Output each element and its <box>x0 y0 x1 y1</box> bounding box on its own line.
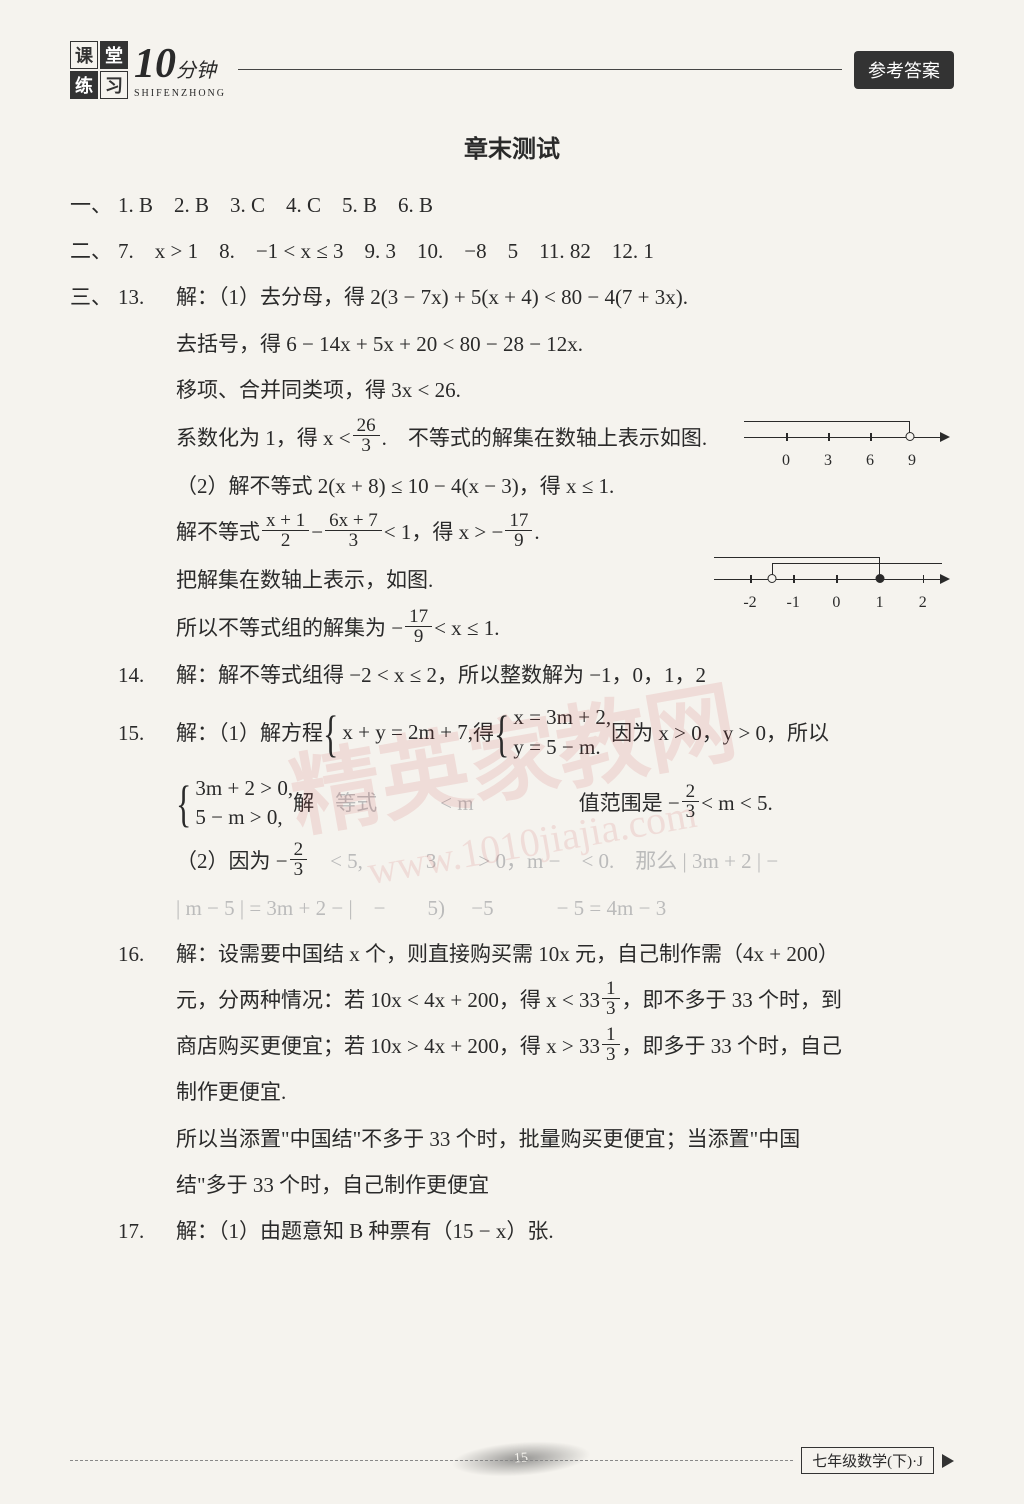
frac-1-3a: 13 <box>602 979 620 1018</box>
sec-2-answers: 7. x > 1 8. −1 < x ≤ 3 9. 3 10. −8 5 11.… <box>118 228 654 274</box>
q13-l6: 解不等式 x + 12 − 6x + 73 < 1，得 x > − 179 . <box>176 509 954 555</box>
q16-l1: 解：设需要中国结 x 个，则直接购买需 10x 元，自己制作需（4x + 200… <box>176 931 839 977</box>
q17: 17. 解：（1）由题意知 B 种票有（15 − x）张. <box>118 1208 954 1254</box>
frac-x1-2: x + 12 <box>262 511 309 550</box>
q15-l3obs: < 5, 3 > 0，m − < 0. 那么 | 3m + 2 | − <box>309 838 778 884</box>
q13: 三、 13. 解：（1）去分母，得 2(3 − 7x) + 5(x + 4) <… <box>70 274 954 320</box>
q16-l3: 商店购买更便宜；若 10x > 4x + 200，得 x > 33 13 ，即多… <box>176 1023 954 1069</box>
footer-arrow-icon <box>942 1454 954 1468</box>
q14: 14. 解：解不等式组得 −2 < x ≤ 2，所以整数解为 −1，0，1，2 <box>118 652 954 698</box>
q14-num: 14. <box>118 652 176 698</box>
logo-cell-2: 堂 <box>100 41 128 69</box>
q16-l1-row: 16. 解：设需要中国结 x 个，则直接购买需 10x 元，自己制作需（4x +… <box>118 931 954 977</box>
q14-text: 解：解不等式组得 −2 < x ≤ 2，所以整数解为 −1，0，1，2 <box>176 652 706 698</box>
q13-l3: 移项、合并同类项，得 3x < 26. <box>176 367 954 413</box>
page-footer: 七年级数学(下)·J <box>70 1447 954 1474</box>
page-container: 课 堂 练 习 10分钟 SHIFENZHONG 参考答案 章末测试 一、 1.… <box>0 0 1024 1314</box>
q13-l2: 去括号，得 6 − 14x + 5x + 20 < 80 − 28 − 12x. <box>176 321 954 367</box>
q16-l6: 结"多于 33 个时，自己制作更便宜 <box>176 1162 954 1208</box>
q13-l6b: − <box>311 509 323 555</box>
section-2: 二、 7. x > 1 8. −1 < x ≤ 3 9. 3 10. −8 5 … <box>70 228 954 274</box>
numberline-1: 0 3 6 9 <box>744 413 954 463</box>
q16-l2a: 元，分两种情况：若 10x < 4x + 200，得 x < 33 <box>176 977 600 1023</box>
q13-l6a: 解不等式 <box>176 509 260 555</box>
q13-num: 13. <box>118 274 176 320</box>
logo-ten: 10 <box>134 41 176 87</box>
header-rule <box>238 69 842 70</box>
sec-3-label: 三、 <box>70 274 118 320</box>
frac-26-3: 263 <box>353 416 380 455</box>
q15-l1a: 解：（1）解方程 <box>176 710 323 756</box>
q13-l8b: < x ≤ 1. <box>434 605 499 651</box>
q13-l4: 系数化为 1，得 x < 263 . 不等式的解集在数轴上表示如图. 0 3 6… <box>176 413 954 463</box>
q15-sys2: x = 3m + 2, y = 5 − m. <box>513 703 611 762</box>
logo-cell-4: 习 <box>100 71 128 99</box>
q16-l4: 制作更便宜. <box>176 1069 954 1115</box>
answer-tab: 参考答案 <box>854 51 954 89</box>
q13-l6d: . <box>534 509 539 555</box>
q13-l8a: 所以不等式组的解集为 − <box>176 605 403 651</box>
q15-l2obs: 等式 < m <box>314 780 578 826</box>
q15-l2a: 解 <box>293 780 314 826</box>
logo-cell-3: 练 <box>70 71 98 99</box>
page-header: 课 堂 练 习 10分钟 SHIFENZHONG 参考答案 <box>70 40 954 99</box>
frac-1-3b: 13 <box>602 1025 620 1064</box>
q16-l3b: ，即多于 33 个时，自己 <box>622 1023 843 1069</box>
q17-text: 解：（1）由题意知 B 种票有（15 − x）张. <box>176 1208 554 1254</box>
q15-sys1: x + y = 2m + 7, <box>342 718 473 747</box>
frac-17-9a: 179 <box>505 511 532 550</box>
frac-6x7-3: 6x + 73 <box>325 511 382 550</box>
q16-l2b: ，即不多于 33 个时，到 <box>622 977 843 1023</box>
logo-cell-1: 课 <box>70 41 98 69</box>
logo-title: 10分钟 SHIFENZHONG <box>134 40 226 99</box>
q15-l1b: 得 <box>473 710 494 756</box>
q15-l4: | m − 5 | = 3m + 2 − | − 5) −5 − 5 = 4m … <box>176 885 954 931</box>
q15-sys3: 3m + 2 > 0, 5 − m > 0, <box>195 774 293 833</box>
q15-l2c: < m < 5. <box>701 780 773 826</box>
q15-l2: { 3m + 2 > 0, 5 − m > 0, 解 等式 < m 值范围是 −… <box>176 768 954 838</box>
q16-l3a: 商店购买更便宜；若 10x > 4x + 200，得 x > 33 <box>176 1023 600 1069</box>
frac-2-3b: 23 <box>290 840 308 879</box>
numberline-2: -2 -1 0 1 2 <box>714 555 954 605</box>
content: 一、 1. B 2. B 3. C 4. C 5. B 6. B 二、 7. x… <box>70 182 954 1254</box>
q13-l5: （2）解不等式 2(x + 8) ≤ 10 − 4(x − 3)，得 x ≤ 1… <box>176 463 954 509</box>
chapter-title: 章末测试 <box>70 129 954 164</box>
logo-block: 课 堂 练 习 10分钟 SHIFENZHONG <box>70 40 226 99</box>
q17-num: 17. <box>118 1208 176 1254</box>
q15-l3: （2）因为 − 23 < 5, 3 > 0，m − < 0. 那么 | 3m +… <box>176 838 954 884</box>
logo-unit: 分钟 <box>176 60 216 82</box>
q15-l3a: （2）因为 − <box>176 838 288 884</box>
sec-2-label: 二、 <box>70 228 118 274</box>
frac-17-9b: 179 <box>405 607 432 646</box>
q13-l4b: . 不等式的解集在数轴上表示如图. <box>382 415 708 461</box>
q15-l2b: 值范围是 − <box>579 780 680 826</box>
q16-num: 16. <box>118 931 176 977</box>
q16-l5: 所以当添置"中国结"不多于 33 个时，批量购买更便宜；当添置"中国 <box>176 1116 954 1162</box>
logo-pinyin: SHIFENZHONG <box>134 88 226 99</box>
q13-l7-row: 把解集在数轴上表示，如图. -2 -1 0 1 2 <box>176 555 954 605</box>
q13-l7: 把解集在数轴上表示，如图. <box>176 557 433 603</box>
section-1: 一、 1. B 2. B 3. C 4. C 5. B 6. B <box>70 182 954 228</box>
sec-1-answers: 1. B 2. B 3. C 4. C 5. B 6. B <box>118 182 433 228</box>
q13-l1: 解：（1）去分母，得 2(3 − 7x) + 5(x + 4) < 80 − 4… <box>176 274 688 320</box>
q13-l6c: < 1，得 x > − <box>384 509 504 555</box>
q15-l1: 15. 解：（1）解方程 { x + y = 2m + 7, 得 { x = 3… <box>118 698 954 768</box>
sec-1-label: 一、 <box>70 182 118 228</box>
frac-2-3a: 23 <box>682 782 700 821</box>
logo-grid: 课 堂 练 习 <box>70 41 128 99</box>
q15-l1c: 因为 x > 0，y > 0，所以 <box>611 710 829 756</box>
footer-rule <box>70 1460 793 1461</box>
q13-l4a: 系数化为 1，得 x < <box>176 415 351 461</box>
q15-num: 15. <box>118 710 176 756</box>
footer-label: 七年级数学(下)·J <box>801 1447 934 1474</box>
q16-l2: 元，分两种情况：若 10x < 4x + 200，得 x < 33 13 ，即不… <box>176 977 954 1023</box>
